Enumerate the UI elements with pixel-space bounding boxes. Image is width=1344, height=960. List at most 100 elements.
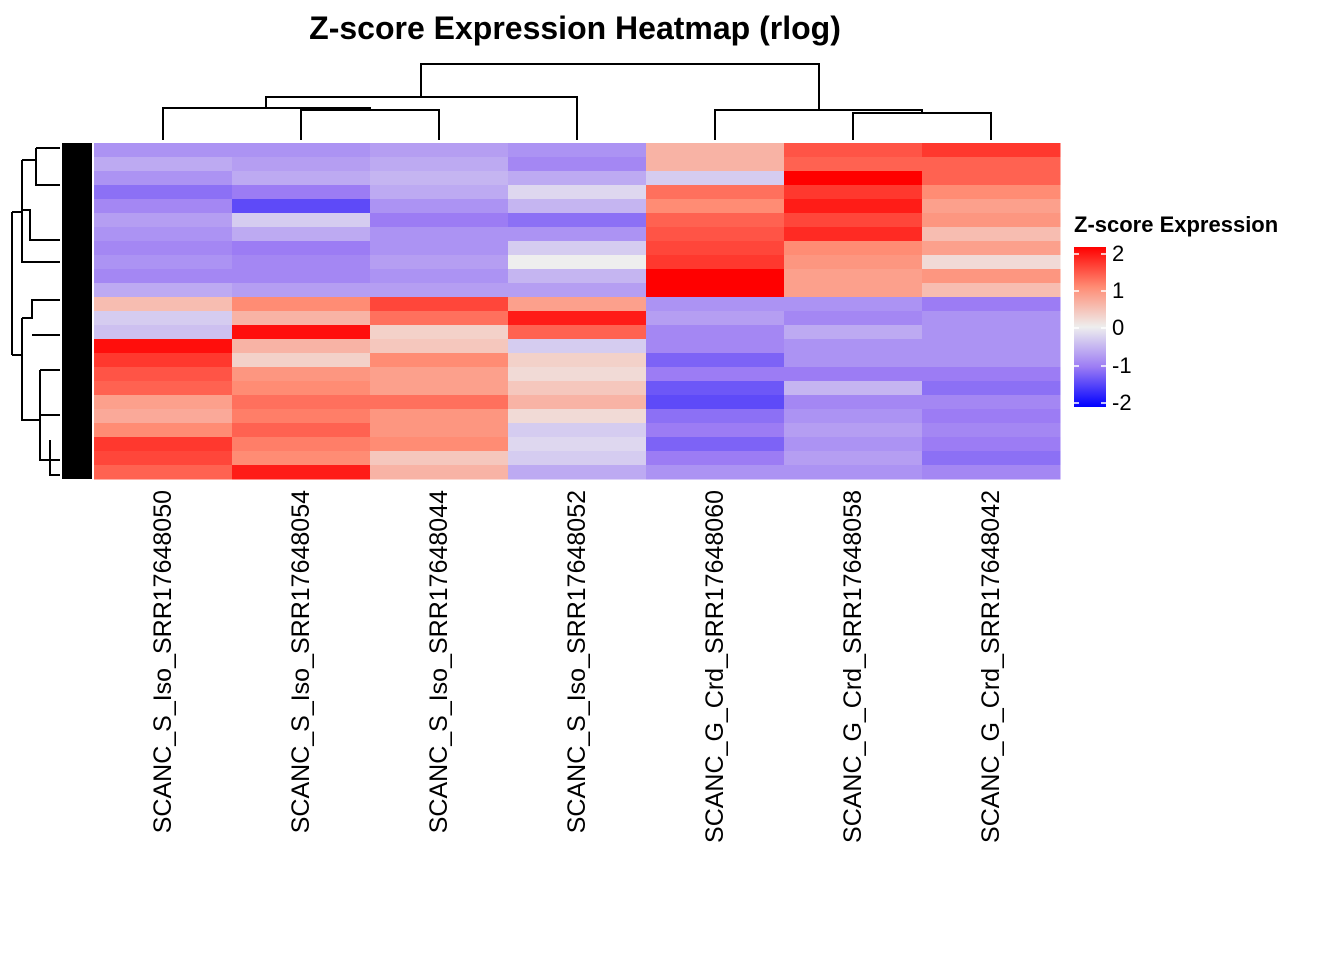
heatmap-cell [784,283,923,298]
row-dendrogram [11,147,60,476]
heatmap-cell [94,157,233,172]
chart-title: Z-score Expression Heatmap (rlog) [309,10,841,46]
heatmap-cell [508,171,647,186]
heatmap-cell [508,143,647,158]
heatmap-cell [508,451,647,466]
heatmap-cell [508,325,647,340]
heatmap-cell [922,339,1061,354]
row-dendrogram-branch [22,299,60,319]
heatmap-cell [784,255,923,270]
heatmap-cell [370,143,509,158]
heatmap-cell [784,143,923,158]
heatmap-cell [508,423,647,438]
heatmap-cell [922,311,1061,326]
heatmap-cell [922,297,1061,312]
heatmap-cell [508,353,647,368]
legend-tick-marks [1074,253,1106,404]
heatmap-cell [94,395,233,410]
heatmap-cell [508,283,647,298]
heatmap-cell [370,325,509,340]
heatmap-cell [646,381,785,396]
heatmap-cell [784,297,923,312]
heatmap-cell [646,255,785,270]
heatmap-cell [508,199,647,214]
heatmap-cell [232,157,371,172]
heatmap-cell [508,241,647,256]
heatmap-cell [922,437,1061,452]
heatmap-cell [646,241,785,256]
heatmap-cell [232,367,371,382]
heatmap-cell [508,311,647,326]
heatmap-cell [784,311,923,326]
heatmap-cell [94,185,233,200]
heatmap-cell [232,241,371,256]
legend-title: Z-score Expression [1074,212,1279,237]
heatmap-cell [370,339,509,354]
heatmap-cell [94,269,233,284]
heatmap-cell [370,297,509,312]
heatmap-cell [646,451,785,466]
heatmap-cell [646,465,785,480]
heatmap-cell [232,395,371,410]
heatmap-cell [508,157,647,172]
heatmap-cell [784,241,923,256]
column-label: SCANC_S_Iso_SRR17648054 [287,490,315,834]
heatmap-cell [646,269,785,284]
heatmap-cell [784,213,923,228]
heatmap-cell [784,395,923,410]
heatmap-cell [784,465,923,480]
heatmap-cell [646,353,785,368]
heatmap-cell [94,367,233,382]
heatmap-cell [370,227,509,242]
column-label: SCANC_S_Iso_SRR17648044 [425,490,453,834]
row-dendrogram-branch [39,370,60,461]
legend-tick-label: -2 [1112,390,1132,415]
heatmap-cell [508,227,647,242]
heatmap-cell [922,423,1061,438]
heatmap-cell [232,185,371,200]
heatmap-cell [922,395,1061,410]
heatmap-cell [784,423,923,438]
heatmap-cell [370,423,509,438]
heatmap-cell [232,339,371,354]
legend-colorbar [1074,247,1106,407]
heatmap-cell [784,353,923,368]
heatmap-cell [370,283,509,298]
heatmap-cell [232,423,371,438]
column-dendrogram [162,63,992,140]
heatmap-cell [922,143,1061,158]
heatmap-cell [94,353,233,368]
dendro-merge-2-3 [300,109,440,140]
heatmap-cell [370,213,509,228]
dendro-merge-1-23 [162,107,371,140]
heatmap-cell [370,269,509,284]
heatmap-cell [508,269,647,284]
heatmap-cell [94,437,233,452]
heatmap-cell [94,409,233,424]
heatmap-cell [232,409,371,424]
heatmap-cell [784,437,923,452]
heatmap-cell [922,255,1061,270]
heatmap-cell [922,227,1061,242]
heatmap-cell [232,269,371,284]
heatmap-cell [370,241,509,256]
heatmap-cell [370,381,509,396]
heatmap-cell [646,199,785,214]
heatmap-cell [232,199,371,214]
heatmap-cell [370,171,509,186]
heatmap-cell [784,227,923,242]
heatmap-cell [646,395,785,410]
heatmap-cell [784,381,923,396]
heatmap-cell [94,297,233,312]
row-dendrogram-branch [21,160,60,263]
legend-tick-label: 2 [1112,241,1125,266]
heatmap-cell [232,283,371,298]
heatmap-cell [94,255,233,270]
heatmap-cell [784,157,923,172]
heatmap-cell [646,339,785,354]
heatmap-cell [94,381,233,396]
heatmap-cell [922,381,1061,396]
heatmap-cell [232,171,371,186]
heatmap-cell [508,437,647,452]
